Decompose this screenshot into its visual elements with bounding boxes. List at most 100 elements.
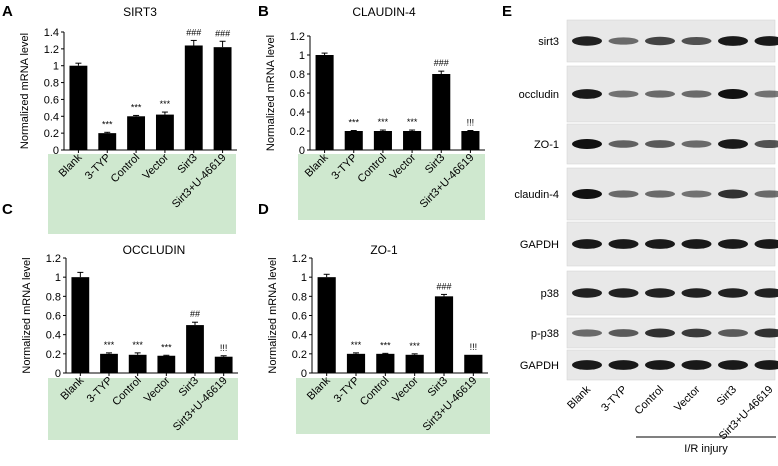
significance-marker: *** <box>380 340 391 350</box>
blot-row-label: ZO-1 <box>534 139 559 151</box>
blot-band <box>682 191 712 198</box>
blot-row-label: GAPDH <box>520 360 559 372</box>
y-tick-label: 0.2 <box>44 128 59 140</box>
blot-band <box>645 288 675 298</box>
y-tick-label: 1 <box>299 50 305 62</box>
bar-sirt3 <box>432 74 450 150</box>
bar-blank <box>69 66 87 150</box>
blot-band <box>572 89 602 99</box>
blot-row-label: p-p38 <box>531 328 559 340</box>
bar-blank <box>71 277 89 373</box>
chart-title: ZO-1 <box>370 243 398 257</box>
y-tick-label: 0.8 <box>46 291 61 303</box>
blot-band <box>609 140 639 148</box>
lane-label: 3-TYP <box>599 384 630 415</box>
y-tick-label: 1 <box>301 272 307 284</box>
blot-band <box>609 91 639 98</box>
blot-band <box>718 360 748 370</box>
blot-band <box>609 329 639 337</box>
y-tick-label: 0.2 <box>46 349 61 361</box>
y-tick-label: 0 <box>301 368 307 380</box>
bar-control <box>376 354 394 373</box>
y-tick-label: 0.2 <box>292 349 307 361</box>
significance-marker: *** <box>104 340 115 350</box>
y-axis-label: Normalized mRNA level <box>21 257 33 373</box>
bar-vector <box>157 356 175 373</box>
lane-label: Vector <box>672 383 703 414</box>
blot-band <box>682 360 712 370</box>
blot-band <box>645 329 675 338</box>
bar-control <box>127 116 145 150</box>
blot-row-p-p38: p-p38 <box>531 318 778 348</box>
blot-row-claudin-4: claudin-4 <box>514 168 778 220</box>
blot-band <box>645 90 675 97</box>
blot-band <box>718 89 748 99</box>
blot-band <box>682 329 712 338</box>
significance-marker: *** <box>160 99 171 109</box>
y-tick-label: 0 <box>299 145 305 157</box>
blot-row-gapdh: GAPDH <box>520 350 778 380</box>
lane-label: Control <box>633 384 667 418</box>
y-axis-label: Normalized mRNA level <box>267 257 279 373</box>
significance-marker: *** <box>351 340 362 350</box>
blot-band <box>609 360 639 370</box>
bar-sirt3 <box>185 45 203 150</box>
blot-row-label: claudin-4 <box>514 189 559 201</box>
significance-marker: ## <box>190 309 200 319</box>
bar-vector <box>156 115 174 150</box>
blot-band <box>572 239 602 249</box>
blot-band <box>718 329 748 337</box>
significance-marker: !!! <box>470 342 478 352</box>
y-tick-label: 0.4 <box>290 107 305 119</box>
blot-row-zo-1: ZO-1 <box>534 124 778 164</box>
y-tick-label: 1.2 <box>290 31 305 43</box>
blot-row-label: p38 <box>541 288 559 300</box>
y-tick-label: 0.4 <box>44 111 59 123</box>
y-tick-label: 0.8 <box>292 291 307 303</box>
y-tick-label: 1.4 <box>44 27 59 39</box>
blot-band <box>718 239 748 249</box>
y-tick-label: 0.8 <box>44 78 59 90</box>
bar-sirt3 <box>435 296 453 373</box>
blot-row-label: GAPDH <box>520 239 559 251</box>
blot-band <box>718 288 748 298</box>
y-axis-label: Normalized mRNA level <box>19 33 31 149</box>
blot-band <box>645 239 675 249</box>
y-tick-label: 0.6 <box>292 311 307 323</box>
panel-letter: E <box>502 3 512 20</box>
blot-band <box>718 36 748 46</box>
blot-band <box>572 36 602 46</box>
blot-band <box>645 360 675 370</box>
significance-marker: *** <box>131 102 142 112</box>
bar-control <box>374 131 392 150</box>
bar-sirt3-u-46619 <box>461 131 479 150</box>
chart-panel-d: D ZO-1 Normalized mRNA level 0 0.2 0.4 0.6 0.8 1… <box>258 201 490 434</box>
bar-blank <box>316 55 334 150</box>
y-tick-label: 0.6 <box>46 311 61 323</box>
blot-band <box>682 239 712 249</box>
blot-band <box>609 37 639 44</box>
blot-band <box>682 37 712 45</box>
blot-band <box>682 90 712 97</box>
bar-control <box>129 355 147 373</box>
y-tick-label: 1 <box>53 61 59 73</box>
significance-marker: *** <box>378 117 389 127</box>
blot-row-gapdh: GAPDH <box>520 222 778 266</box>
panel-letter: D <box>258 201 269 218</box>
y-tick-label: 0.4 <box>46 330 61 342</box>
y-tick-label: 0.4 <box>292 330 307 342</box>
panel-letter: A <box>2 3 13 20</box>
blot-row-sirt3: sirt3 <box>538 20 778 62</box>
blot-row-p38: p38 <box>541 271 778 315</box>
chart-title: CLAUDIN-4 <box>352 5 416 19</box>
group-label: I/R injury <box>684 443 728 455</box>
significance-marker: ### <box>215 28 230 38</box>
blot-band <box>718 190 748 199</box>
blot-row-label: sirt3 <box>538 36 559 48</box>
bar-sirt3-u-46619 <box>215 357 233 373</box>
blot-band <box>572 329 602 336</box>
bar-sirt3 <box>186 325 204 373</box>
blot-band <box>609 239 639 249</box>
